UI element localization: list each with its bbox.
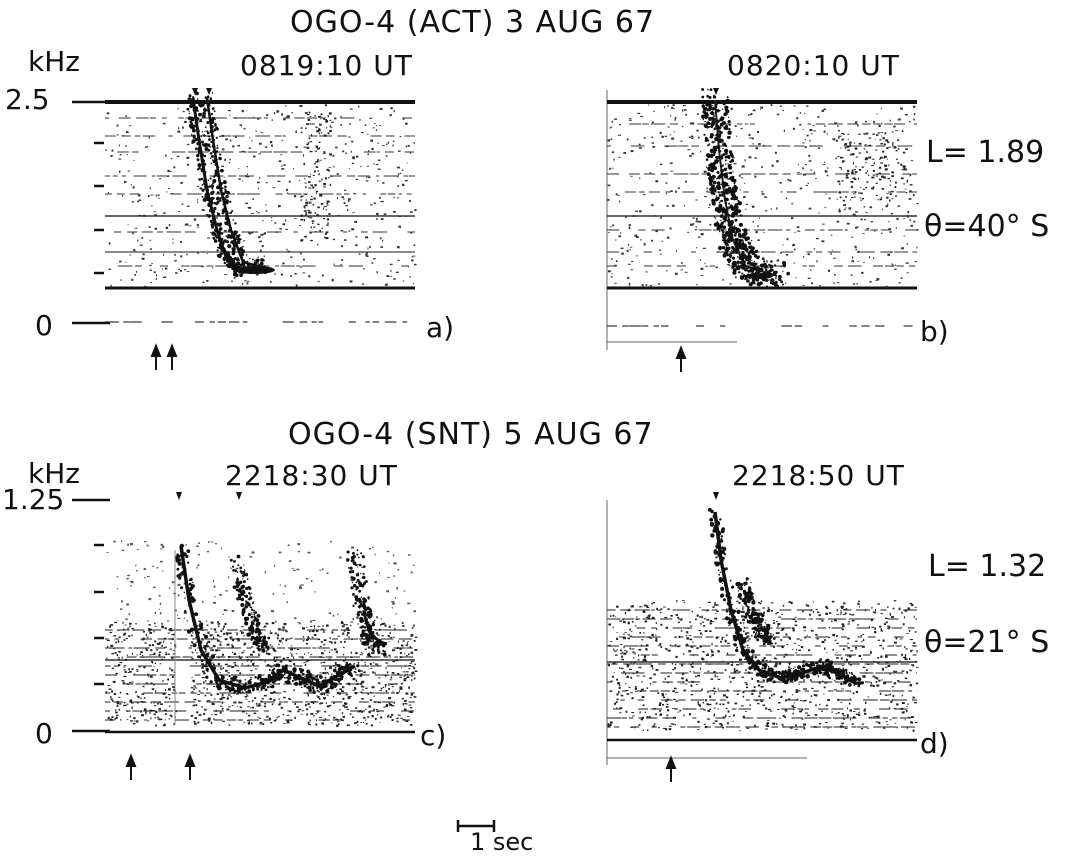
- panel-d-letter: d): [920, 727, 949, 760]
- marker-down-icon: [206, 88, 212, 95]
- pulse-arrows: [125, 343, 687, 782]
- arrow-up-icon: [150, 343, 162, 370]
- marker-down-icon: [176, 492, 182, 500]
- arrow-up-icon: [125, 753, 137, 780]
- panel-a-letter: a): [426, 311, 455, 344]
- bottom-y-zero-label: 0: [35, 717, 53, 750]
- marker-down-icon: [713, 88, 719, 95]
- spectrogram-panel-a: [105, 91, 417, 323]
- time-scale-bar: [456, 820, 496, 832]
- bottom-figure-title: OGO-4 (SNT) 5 AUG 67: [288, 417, 654, 452]
- top-L-value: L= 1.89: [926, 135, 1045, 170]
- top-y-zero-label: 0: [35, 309, 53, 342]
- panel-c-time-label: 2218:30 UT: [225, 459, 398, 492]
- marker-down-icon: [713, 492, 719, 500]
- arrow-up-icon: [675, 345, 687, 372]
- top-theta-value: θ=40° S: [924, 209, 1050, 244]
- panel-b-letter: b): [920, 315, 949, 348]
- time-scale-label: 1 sec: [470, 828, 534, 856]
- spectrogram-panel-b: [606, 88, 919, 350]
- bottom-y-max-label: 1.25: [2, 483, 65, 516]
- spectrogram-panel-d: [606, 500, 919, 765]
- top-y-max-label: 2.5: [5, 83, 50, 116]
- panel-d-time-label: 2218:50 UT: [732, 459, 905, 492]
- top-unit-label: kHz: [28, 45, 80, 78]
- arrow-up-icon: [166, 343, 178, 370]
- marker-down-icon: [192, 88, 198, 95]
- bottom-L-value: L= 1.32: [928, 549, 1047, 584]
- marker-down-icon: [236, 492, 242, 500]
- arrow-up-icon: [184, 753, 196, 780]
- whistler-markers: [176, 88, 719, 500]
- spectrogram-panel-c: [105, 540, 418, 734]
- top-figure-title: OGO-4 (ACT) 3 AUG 67: [290, 5, 656, 40]
- panel-b-time-label: 0820:10 UT: [727, 49, 900, 82]
- bottom-unit-label: kHz: [28, 457, 80, 490]
- bottom-theta-value: θ=21° S: [924, 625, 1050, 660]
- panel-c-letter: c): [420, 719, 447, 752]
- arrow-up-icon: [665, 755, 677, 782]
- panel-a-time-label: 0819:10 UT: [240, 49, 413, 82]
